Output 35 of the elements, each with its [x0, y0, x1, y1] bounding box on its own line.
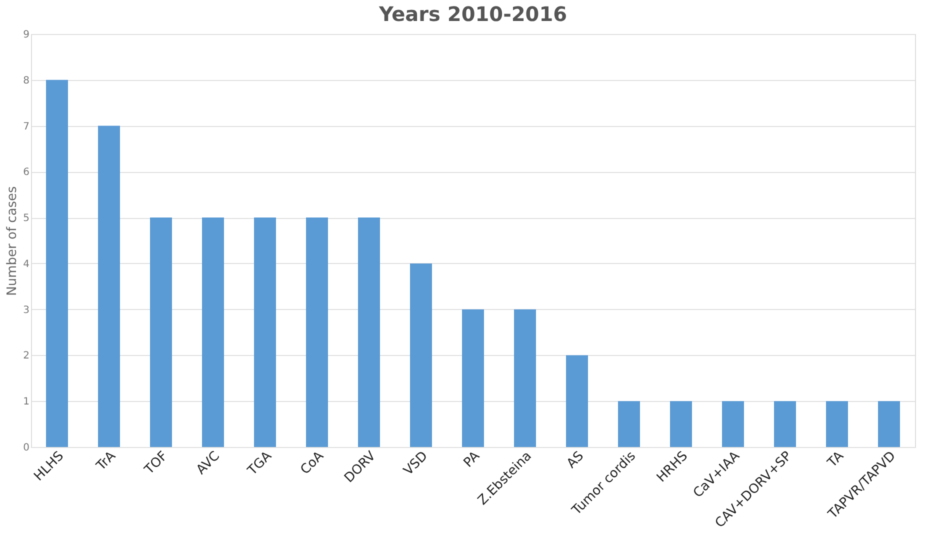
x-tick-label: VSD [401, 448, 431, 479]
bar [826, 401, 848, 447]
bar [98, 126, 120, 447]
bar [202, 218, 224, 447]
bar [306, 218, 328, 447]
y-tick-label: 8 [23, 75, 30, 86]
y-tick-label: 6 [23, 167, 30, 178]
bar [514, 309, 536, 447]
chart-title: Years 2010-2016 [378, 2, 568, 26]
y-tick-label: 9 [23, 30, 30, 40]
bar [670, 401, 692, 447]
x-tick-label: TOF [141, 448, 171, 478]
bar [410, 263, 432, 447]
y-tick-label: 2 [23, 350, 30, 362]
bar [878, 401, 900, 447]
y-tick-label: 4 [23, 258, 30, 270]
y-axis-title: Number of cases [5, 186, 20, 296]
bar [46, 80, 68, 447]
y-tick-label: 5 [23, 213, 30, 224]
y-tick-label: 1 [23, 396, 30, 408]
bar [566, 355, 588, 447]
x-tick-label: AS [564, 448, 587, 472]
bar [774, 401, 796, 447]
bar [358, 218, 380, 447]
y-tick-label: 3 [23, 304, 30, 316]
bar [618, 401, 640, 447]
bar [150, 218, 172, 447]
x-tick-label: CoA [298, 448, 327, 478]
bar [254, 218, 276, 447]
bar [722, 401, 744, 447]
x-tick-label: TGA [244, 448, 275, 480]
bar [462, 309, 484, 447]
x-tick-label: TrA [93, 448, 119, 474]
y-tick-label: 7 [23, 121, 30, 132]
y-tick-label: 0 [23, 442, 30, 454]
